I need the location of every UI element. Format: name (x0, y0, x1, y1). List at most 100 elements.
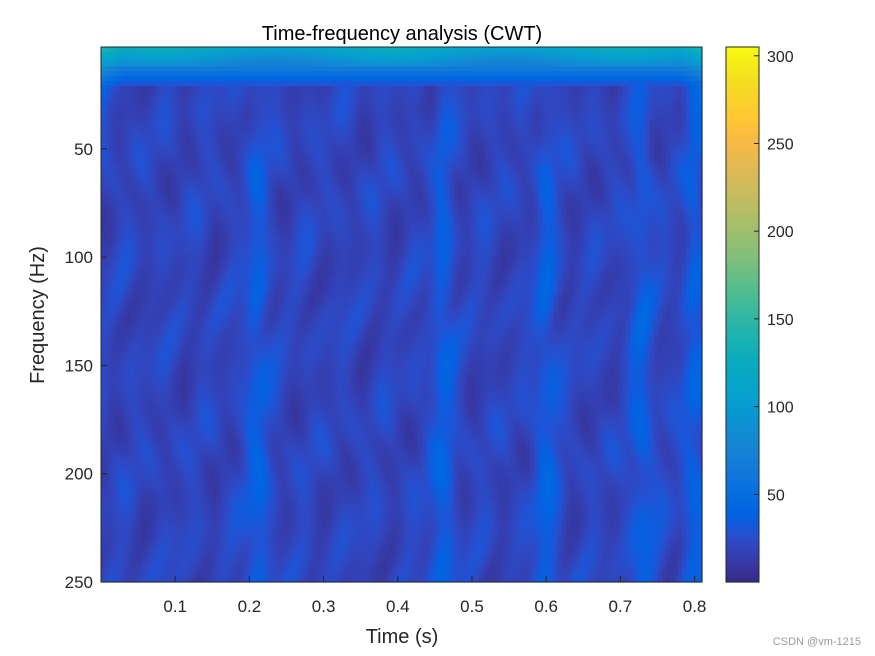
heatmap-cell (249, 129, 254, 136)
heatmap-cell (293, 81, 298, 87)
heatmap-cell (113, 105, 118, 111)
heatmap-cell (569, 178, 575, 184)
heatmap-cell (617, 115, 623, 121)
heatmap-cell (209, 163, 214, 170)
heatmap-cell (561, 139, 567, 145)
heatmap-cell (417, 158, 423, 165)
heatmap-cell (377, 95, 383, 102)
heatmap-cell (245, 144, 250, 150)
heatmap-cell (197, 119, 202, 126)
heatmap-cell (417, 139, 423, 145)
heatmap-cell (105, 124, 110, 131)
heatmap-cell (477, 154, 483, 160)
heatmap-cell (597, 90, 603, 97)
heatmap-cell (509, 81, 515, 87)
heatmap-cell (437, 124, 443, 131)
heatmap-cell (457, 197, 463, 204)
heatmap-cell (237, 168, 242, 175)
heatmap-cell (593, 149, 599, 155)
heatmap-cell (305, 61, 310, 68)
heatmap-cell (193, 71, 198, 77)
heatmap-cell (161, 139, 166, 145)
heatmap-cell (177, 124, 182, 131)
heatmap-cell (141, 81, 146, 87)
heatmap-cell (629, 173, 635, 179)
heatmap-cell (389, 158, 395, 165)
heatmap-cell (641, 173, 647, 179)
heatmap-cell (169, 61, 174, 68)
heatmap-cell (417, 76, 423, 82)
heatmap-cell (217, 183, 222, 189)
heatmap-cell (625, 100, 631, 106)
heatmap-cell (533, 81, 539, 87)
heatmap-cell (461, 173, 467, 179)
heatmap-cell (549, 197, 555, 204)
heatmap-cell (321, 95, 326, 102)
heatmap-cell (557, 47, 563, 53)
heatmap-cell (173, 168, 178, 175)
heatmap-cell (413, 115, 419, 121)
heatmap-cell (489, 110, 495, 116)
heatmap-cell (421, 188, 427, 194)
heatmap-cell (661, 183, 667, 189)
heatmap-cell (541, 178, 547, 184)
heatmap-cell (477, 100, 483, 106)
heatmap-cell (433, 76, 439, 82)
heatmap-cell (449, 188, 455, 194)
heatmap-cell (393, 134, 399, 141)
heatmap-cell (137, 188, 142, 194)
heatmap-cell (213, 100, 218, 106)
heatmap-cell (673, 124, 679, 131)
heatmap-cell (537, 81, 543, 87)
heatmap-cell (477, 90, 483, 97)
heatmap-cell (157, 149, 162, 155)
heatmap-cell (357, 110, 363, 116)
heatmap-cell (581, 81, 587, 87)
heatmap-cell (685, 47, 691, 53)
heatmap-cell (553, 178, 559, 184)
heatmap-cell (253, 188, 258, 194)
heatmap-cell (329, 47, 334, 53)
heatmap-cell (617, 154, 623, 160)
heatmap-cell (229, 66, 234, 72)
heatmap-cell (521, 134, 527, 141)
heatmap-cell (577, 61, 583, 68)
heatmap-cell (465, 85, 471, 92)
heatmap-cell (413, 163, 419, 170)
heatmap-cell (293, 178, 298, 184)
heatmap-cell (261, 139, 266, 145)
heatmap-cell (193, 173, 198, 179)
heatmap-cell (337, 168, 342, 175)
heatmap-cell (273, 56, 278, 63)
heatmap-cell (417, 134, 423, 141)
heatmap-cell (617, 110, 623, 116)
heatmap-cell (413, 144, 419, 150)
heatmap-cell (109, 163, 114, 170)
heatmap-cell (585, 81, 591, 87)
heatmap-cell (305, 202, 310, 209)
heatmap-cell (105, 154, 110, 160)
heatmap-cell (665, 178, 671, 184)
heatmap-cell (217, 134, 222, 141)
heatmap-cell (437, 139, 443, 145)
heatmap-cell (217, 139, 222, 145)
heatmap-cell (193, 105, 198, 111)
heatmap-cell (301, 119, 306, 126)
heatmap-cell (289, 163, 294, 170)
heatmap-cell (541, 202, 547, 209)
heatmap-cell (453, 76, 459, 82)
heatmap-cell (225, 90, 230, 97)
heatmap-cell (169, 163, 174, 170)
heatmap-cell (297, 56, 302, 63)
heatmap-cell (465, 173, 471, 179)
heatmap-cell (641, 66, 647, 72)
heatmap-cell (669, 158, 675, 165)
heatmap-cell (153, 61, 158, 68)
heatmap-cell (437, 105, 443, 111)
heatmap-cell (629, 178, 635, 184)
heatmap-cell (693, 149, 699, 155)
heatmap-cell (341, 154, 347, 160)
heatmap-cell (409, 90, 415, 97)
heatmap-cell (161, 119, 166, 126)
heatmap-cell (641, 119, 647, 126)
